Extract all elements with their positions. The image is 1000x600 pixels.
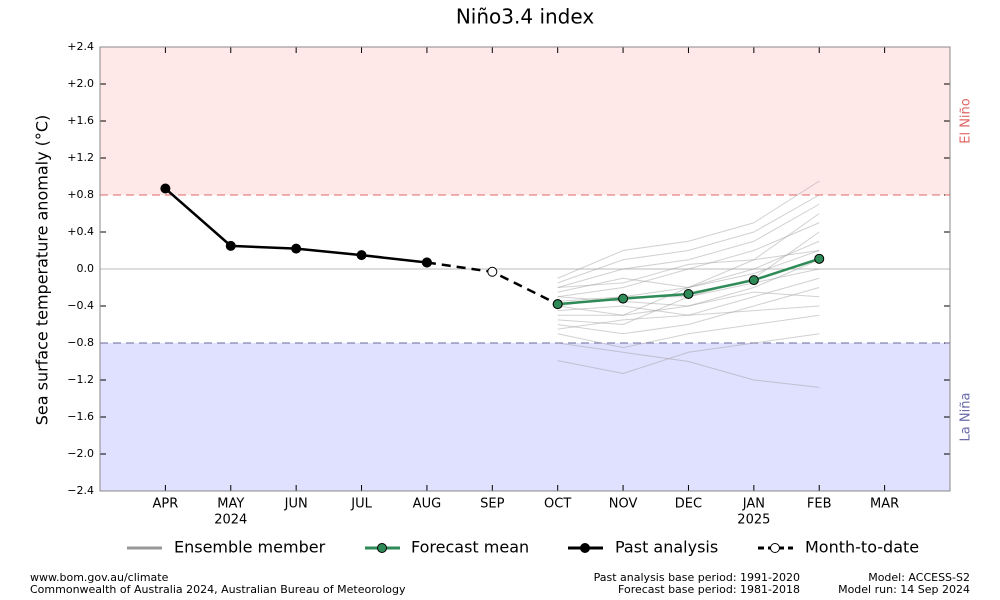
ensemble-line — [557, 194, 820, 284]
plot-frame — [99, 46, 951, 492]
x-tick-label: DEC — [675, 497, 702, 512]
series-marker — [160, 183, 171, 194]
la-nina-label: La Niña — [959, 393, 974, 442]
y-tick-label: 0.0 — [77, 262, 95, 275]
footer-text: Model run: 14 Sep 2024 — [838, 583, 970, 596]
x-tick-label: JUN — [284, 497, 308, 512]
x-tick-label: MAR — [870, 497, 899, 512]
series-marker — [487, 266, 498, 277]
legend-label: Month-to-date — [805, 538, 919, 557]
ensemble-line — [557, 277, 820, 316]
footer-text: www.bom.gov.au/climate — [30, 571, 169, 584]
x-tick-label: JAN — [742, 497, 765, 512]
ensemble-line — [557, 250, 820, 293]
y-tick-label: +0.8 — [67, 188, 94, 201]
x-tick-label: FEB — [807, 497, 832, 512]
ensemble-line — [557, 250, 820, 316]
ensemble-line — [557, 333, 820, 375]
series-marker — [356, 250, 367, 261]
x-tick-label: NOV — [609, 497, 638, 512]
y-tick-label: −2.0 — [67, 447, 94, 460]
ensemble-line — [557, 314, 820, 349]
x-tick-label: JUL — [350, 497, 372, 512]
y-tick-label: +2.0 — [67, 77, 94, 90]
ensemble-line — [557, 259, 820, 316]
series-marker — [225, 240, 236, 251]
legend-label: Past analysis — [615, 538, 718, 557]
series-marker — [291, 243, 302, 254]
ensemble-line — [557, 203, 820, 288]
y-tick-label: +2.4 — [67, 40, 94, 53]
y-tick-label: −1.2 — [67, 373, 94, 386]
series-marker — [552, 299, 563, 310]
ensemble-line — [557, 231, 820, 326]
series-marker — [748, 275, 759, 286]
la-nina-band — [100, 343, 950, 491]
legend-label: Ensemble member — [174, 538, 326, 557]
footer-text: Commonwealth of Australia 2024, Australi… — [30, 583, 406, 596]
series-marker — [618, 293, 629, 304]
ensemble-line — [557, 180, 820, 279]
chart-title: Niño3.4 index — [456, 5, 594, 29]
legend-label: Forecast mean — [411, 538, 529, 557]
y-tick-label: −1.6 — [67, 410, 94, 423]
ensemble-line — [557, 287, 820, 335]
y-tick-label: −0.8 — [67, 336, 94, 349]
legend-marker — [377, 543, 387, 553]
legend-marker — [770, 543, 780, 553]
el-nino-label: El Niño — [959, 98, 974, 144]
y-tick-label: −0.4 — [67, 299, 94, 312]
y-tick-label: −2.4 — [67, 484, 94, 497]
y-tick-label: +1.6 — [67, 114, 94, 127]
legend-marker — [580, 543, 590, 553]
series-marker — [814, 253, 825, 264]
x-tick-label: SEP — [480, 497, 504, 512]
el-nino-band — [100, 47, 950, 195]
y-tick-label: +1.2 — [67, 151, 94, 164]
y-tick-label: +0.4 — [67, 225, 94, 238]
x-sublabel: 2024 — [214, 513, 247, 528]
ensemble-line — [557, 222, 820, 298]
x-tick-label: MAY — [217, 497, 244, 512]
footer-text: Past analysis base period: 1991-2020 — [594, 571, 800, 584]
series-marker — [421, 257, 432, 268]
ensemble-line — [557, 342, 820, 388]
x-sublabel: 2025 — [737, 513, 770, 528]
x-tick-label: APR — [153, 497, 179, 512]
ensemble-line — [557, 305, 820, 330]
ensemble-line — [557, 213, 820, 288]
series-marker — [683, 288, 694, 299]
footer-text: Forecast base period: 1981-2018 — [618, 583, 800, 596]
x-tick-label: AUG — [413, 497, 441, 512]
x-tick-label: OCT — [544, 497, 571, 512]
y-axis-label: Sea surface temperature anomaly (°C) — [33, 115, 52, 426]
footer-text: Model: ACCESS-S2 — [868, 571, 970, 584]
